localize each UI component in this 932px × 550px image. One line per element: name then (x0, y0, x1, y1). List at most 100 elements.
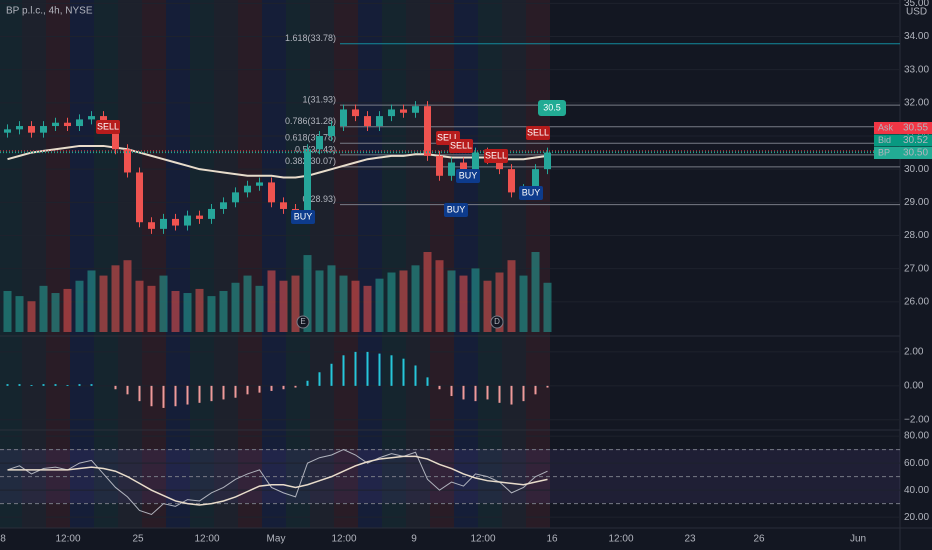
stripe (382, 0, 394, 528)
candle-body (208, 208, 215, 219)
price-tag-name: BP (878, 147, 890, 157)
time-label: Jun (850, 534, 866, 545)
volume-bar (279, 280, 288, 332)
y-tick-label: 80.00 (904, 431, 929, 442)
signal-label (484, 149, 508, 163)
y-tick-label: 27.00 (904, 263, 929, 274)
volume-bar (195, 288, 204, 332)
stripe (454, 0, 466, 528)
y-tick-label: 34.00 (904, 31, 929, 42)
price-tag-name: Bid (878, 135, 891, 145)
candle-body (4, 129, 11, 133)
volume-bar (531, 252, 540, 332)
volume-bar (399, 270, 408, 332)
candle-body (244, 185, 251, 193)
candle-body (88, 116, 95, 120)
time-label: 8 (0, 534, 6, 545)
stripe (130, 0, 142, 528)
stripe (310, 0, 322, 528)
candle-body (28, 126, 35, 133)
volume-bar (255, 285, 264, 332)
stripe (274, 0, 286, 528)
candle-body (364, 116, 371, 127)
candle-body (424, 106, 431, 156)
candle-body (268, 182, 275, 203)
signal-text: SELL (485, 150, 507, 160)
candle-body (532, 169, 539, 190)
volume-bar (495, 272, 504, 332)
volume-bar (111, 265, 120, 332)
candle-body (112, 126, 119, 150)
stripe (166, 0, 178, 528)
candle-body (472, 152, 479, 173)
candle-body (256, 182, 263, 186)
session-shading (0, 0, 550, 528)
stripe (358, 0, 370, 528)
y-tick-label: 33.00 (904, 64, 929, 75)
candle-body (460, 162, 467, 173)
candle-body (316, 135, 323, 150)
y-tick-label: 26.00 (904, 296, 929, 307)
stripe (82, 0, 94, 528)
fib-label: 0.786(31.28) (285, 116, 336, 126)
volume-bar (327, 265, 336, 332)
candle-body (544, 152, 551, 170)
volume-bar (63, 288, 72, 332)
fib-label: 0.5(30.43) (295, 144, 336, 154)
stripe (286, 0, 298, 528)
stripe (46, 0, 58, 528)
volume-bar (459, 275, 468, 332)
signal-label (449, 139, 473, 153)
fib-label: 1.618(33.78) (285, 33, 336, 43)
fib-label: 0(28.93) (302, 194, 336, 204)
volume-bar (543, 282, 552, 332)
stripe (406, 0, 418, 528)
signal-text: SELL (437, 132, 459, 142)
stripe (22, 0, 34, 528)
volume-bar (267, 270, 276, 332)
time-label: 23 (684, 534, 696, 545)
stripe (370, 0, 382, 528)
stripe (514, 0, 526, 528)
price-tag-name: Ask (878, 122, 894, 132)
volume-bar (99, 275, 108, 332)
y-tick-label: 32.00 (904, 97, 929, 108)
volume-bar (27, 301, 36, 332)
stripe (94, 0, 106, 528)
volume-bar (183, 293, 192, 332)
stripe (322, 0, 334, 528)
fib-label: 0.618(30.78) (285, 133, 336, 143)
volume-bar (207, 296, 216, 332)
stripe (478, 0, 490, 528)
volume-bar (159, 275, 168, 332)
volume-bar (351, 280, 360, 332)
volume-bar (243, 275, 252, 332)
time-label: 12:00 (331, 534, 356, 545)
y-tick-label: 0.00 (904, 380, 924, 391)
stripe (346, 0, 358, 528)
price-tag-value: 30.55 (903, 123, 928, 134)
candle-body (40, 126, 47, 133)
candle-body (160, 218, 167, 229)
time-label: 12:00 (194, 534, 219, 545)
stripe (142, 0, 154, 528)
candle-body (328, 126, 335, 136)
stripe (238, 0, 250, 528)
stripe (106, 0, 118, 528)
stripe (202, 0, 214, 528)
candle-body (220, 202, 227, 209)
volume-bar (39, 285, 48, 332)
volume-bar (315, 270, 324, 332)
volume-bar (303, 255, 312, 332)
volume-bar (15, 296, 24, 332)
event-marker (296, 315, 310, 329)
y-tick-label: 30.00 (904, 164, 929, 175)
symbol-title: BP p.l.c., 4h, NYSE (6, 6, 93, 17)
last-price-badge-text: 30.5 (543, 102, 561, 112)
stripe (442, 0, 454, 528)
volume-bar (75, 280, 84, 332)
stripe (490, 0, 502, 528)
rsi-ma-line (7, 455, 548, 506)
candle-body (508, 169, 515, 193)
volume-bar (291, 275, 300, 332)
